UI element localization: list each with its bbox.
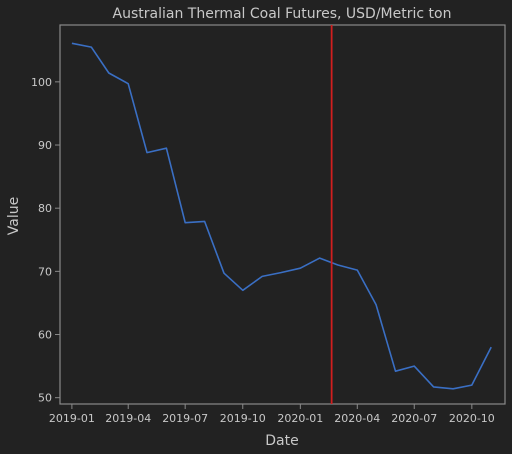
plot-area: 2019-01 2019-04 2019-07 2019-10 2020-01 2020-… (31, 24, 506, 425)
data-point (452, 388, 454, 390)
data-point (375, 304, 377, 306)
y-tick-label: 100 (31, 76, 52, 89)
series-line (71, 42, 492, 390)
chart-title: Australian Thermal Coal Futures, USD/Met… (113, 6, 452, 22)
x-tick-label: 2020-07 (391, 412, 437, 425)
y-axis-label: Value (6, 197, 22, 235)
x-tick-label: 2019-07 (162, 412, 208, 425)
data-point (356, 269, 358, 271)
y-tick-label: 60 (38, 329, 52, 342)
data-point (146, 152, 148, 154)
data-point (90, 46, 92, 48)
plot-frame (59, 24, 506, 405)
y-tick-label: 80 (38, 202, 52, 215)
x-tick-label: 2019-04 (105, 412, 151, 425)
data-point (471, 384, 473, 386)
data-point (184, 222, 186, 224)
data-point (108, 72, 110, 74)
data-point (319, 257, 321, 259)
data-point (261, 275, 263, 277)
y-tick-label: 50 (38, 392, 52, 405)
x-tick-label: 2020-04 (334, 412, 380, 425)
data-point (127, 83, 129, 85)
data-point (204, 220, 206, 222)
data-point (394, 370, 396, 372)
data-point (280, 272, 282, 274)
x-axis-label: Date (265, 433, 298, 449)
y-tick-label: 90 (38, 139, 52, 152)
x-tick-label: 2019-10 (220, 412, 266, 425)
data-point (299, 267, 301, 269)
x-tick-label: 2020-01 (277, 412, 323, 425)
data-point (337, 264, 339, 266)
data-point (242, 289, 244, 291)
x-tick-label: 2019-01 (49, 412, 95, 425)
data-point (165, 147, 167, 149)
data-point (223, 272, 225, 274)
data-point (413, 365, 415, 367)
data-point (490, 346, 492, 348)
x-tick-label: 2020-10 (449, 412, 495, 425)
data-point (71, 42, 73, 44)
data-point (433, 386, 435, 388)
y-tick-label: 70 (38, 265, 52, 278)
